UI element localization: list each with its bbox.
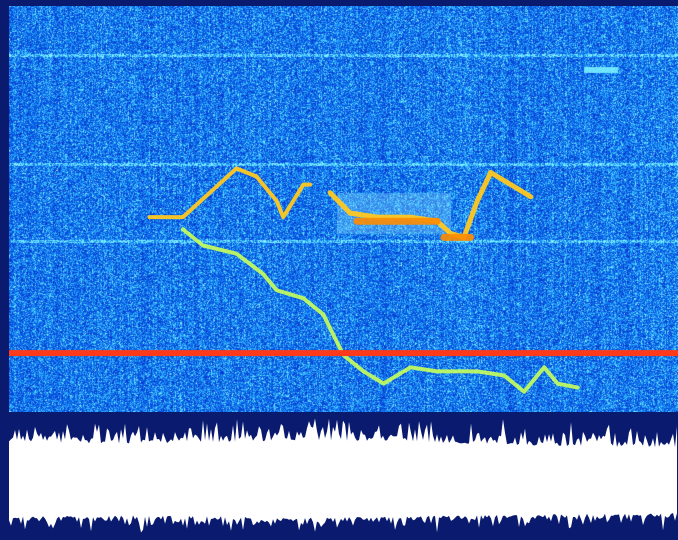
waveform-envelope (9, 418, 677, 533)
reference-line (9, 350, 678, 357)
lower-contour-trace (180, 227, 580, 394)
spectrogram-panel (9, 6, 678, 412)
trace-overlay (9, 166, 678, 394)
waveform-panel (9, 412, 678, 540)
mid-contour-trace (327, 170, 534, 240)
waveform-envelope-shape (9, 418, 677, 533)
upper-contour-trace (147, 166, 313, 220)
